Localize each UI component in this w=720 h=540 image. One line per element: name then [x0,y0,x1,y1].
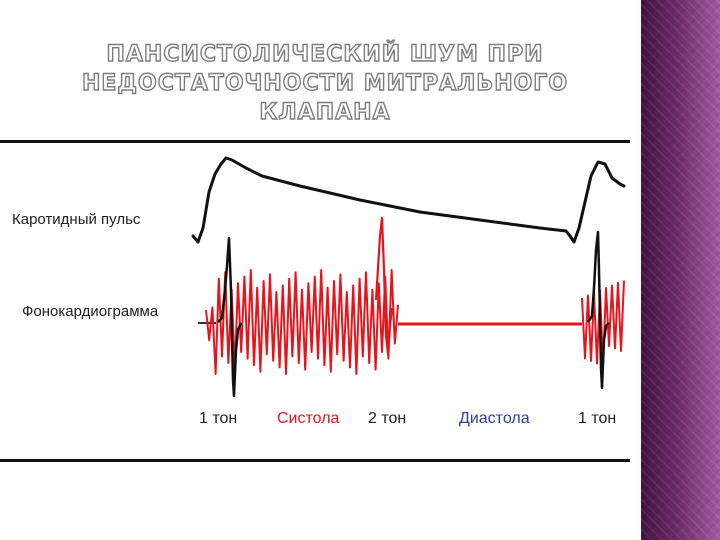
first-heart-tone-spike-next [586,230,610,390]
carotid-pulse-trace [191,156,626,244]
systole-label: Систола [277,410,340,427]
tone1-label: 1 тон [199,410,237,427]
systolic-murmur-trace [205,269,399,375]
tone2-label: 2 тон [368,410,406,427]
phonocardiogram-figure: Каротидный пульс Фонокардиограмма 1 тон … [12,156,626,427]
decorative-side-panel [641,0,720,540]
tone1-next-label: 1 тон [578,410,616,427]
carotid-pulse-label: Каротидный пульс [12,211,141,228]
diastole-label: Диастола [459,410,530,427]
first-heart-tone-spike [217,236,243,398]
second-heart-tone-spike [374,216,394,356]
slide-title: ПАНСИСТОЛИЧЕСКИЙ ШУМ ПРИ НЕДОСТАТОЧНОСТИ… [30,40,620,127]
top-divider [0,140,630,143]
title-line-1: ПАНСИСТОЛИЧЕСКИЙ ШУМ ПРИ [106,41,544,67]
title-line-2: НЕДОСТАТОЧНОСТИ МИТРАЛЬНОГО КЛАПАНА [81,70,569,125]
bottom-divider [0,459,630,462]
phonocardiogram-label: Фонокардиограмма [22,303,159,320]
